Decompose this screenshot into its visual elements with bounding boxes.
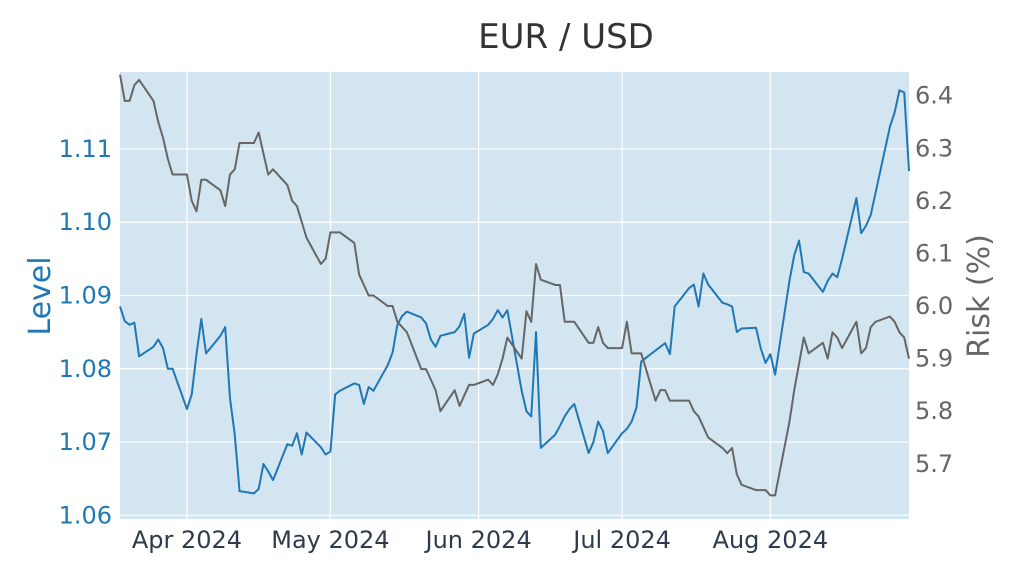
- right-tick-label: 6.4: [915, 82, 953, 110]
- left-tick-label: 1.11: [59, 135, 112, 163]
- right-tick-label: 5.7: [915, 450, 953, 478]
- risk-series-line: [119, 74, 910, 497]
- right-tick-label: 6.2: [915, 187, 953, 215]
- left-tick-label: 1.07: [59, 428, 112, 456]
- series-layer: [119, 74, 910, 497]
- x-tick-label: Jul 2024: [571, 526, 671, 554]
- right-tick-label: 5.8: [915, 397, 953, 425]
- right-tick-label: 5.9: [915, 345, 953, 373]
- x-tick-label: Apr 2024: [132, 526, 242, 554]
- right-axis-ticks: 5.7 5.8 5.9 6.0 6.1 6.2 6.3 6.4: [915, 82, 953, 478]
- x-axis-ticks: Apr 2024 May 2024 Jun 2024 Jul 2024 Aug 2024: [132, 526, 828, 554]
- chart-title: EUR / USD: [478, 17, 654, 57]
- gridlines: [120, 72, 909, 519]
- x-tick-label: May 2024: [271, 526, 389, 554]
- left-tick-label: 1.10: [59, 208, 112, 236]
- x-tick-label: Aug 2024: [713, 526, 829, 554]
- left-tick-label: 1.06: [59, 501, 112, 529]
- right-tick-label: 6.1: [915, 239, 953, 267]
- x-tick-label: Jun 2024: [424, 526, 532, 554]
- level-series-line: [119, 89, 910, 495]
- right-tick-label: 6.0: [915, 292, 953, 320]
- left-tick-label: 1.08: [59, 355, 112, 383]
- left-axis-ticks: 1.06 1.07 1.08 1.09 1.10 1.11: [59, 135, 112, 529]
- right-axis-label: Risk (%): [962, 234, 997, 358]
- left-tick-label: 1.09: [59, 282, 112, 310]
- right-tick-label: 6.3: [915, 134, 953, 162]
- left-axis-label: Level: [23, 256, 58, 335]
